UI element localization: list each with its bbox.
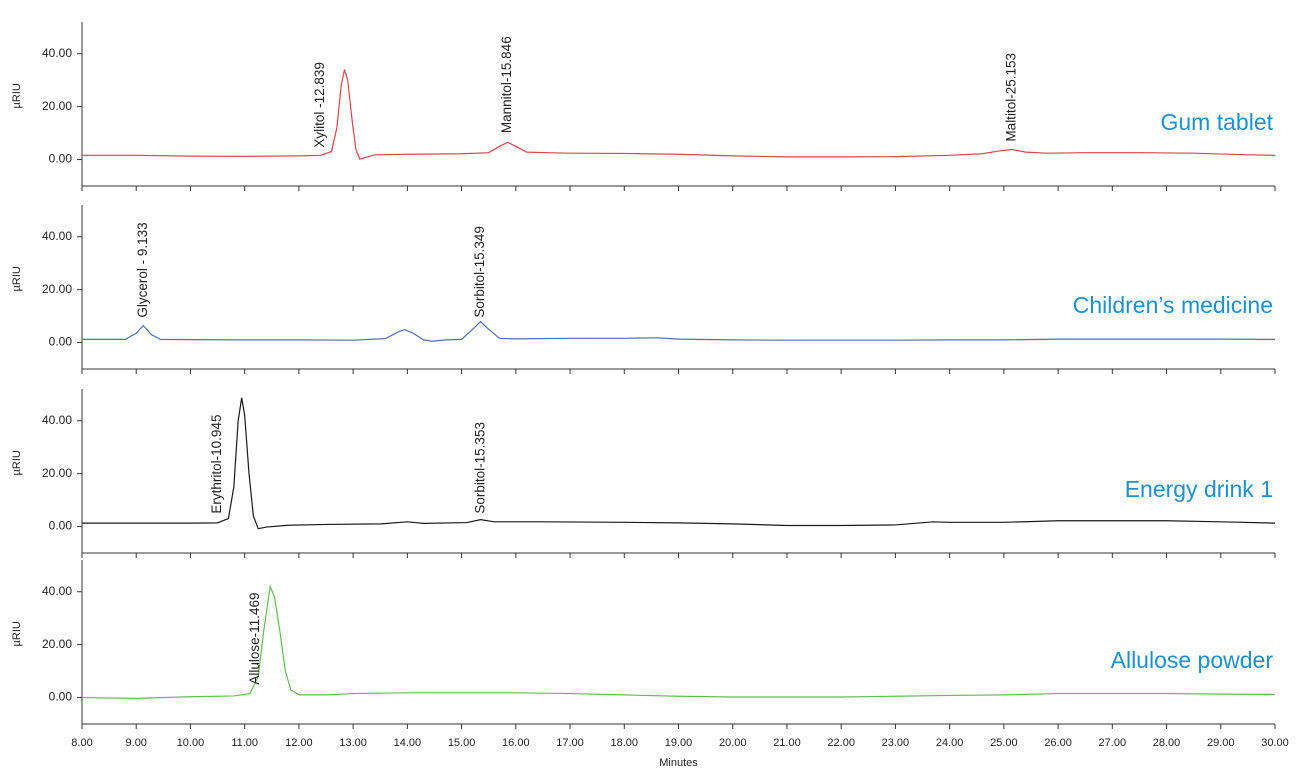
x-tick-label: 20.00: [719, 737, 747, 749]
y-axis-label: µRIU: [11, 83, 23, 108]
peak-annotation: Erythritol-10.945: [209, 415, 224, 514]
x-tick-label: 28.00: [1153, 737, 1181, 749]
x-tick-label: 8.00: [71, 737, 92, 749]
x-tick-label: 18.00: [611, 737, 639, 749]
x-tick-label: 16.00: [502, 737, 530, 749]
y-tick-label: 0.00: [49, 519, 73, 533]
x-tick-label: 27.00: [1099, 737, 1127, 749]
x-tick-label: 22.00: [827, 737, 855, 749]
y-tick-label: 20.00: [42, 282, 72, 296]
peak-annotation: Xylitol -12.839: [312, 62, 327, 148]
x-tick-label: 29.00: [1207, 737, 1235, 749]
x-tick-label: 11.00: [231, 737, 258, 749]
y-tick-label: 40.00: [42, 229, 72, 243]
x-tick-label: 17.00: [556, 737, 584, 749]
y-tick-label: 20.00: [42, 466, 72, 480]
x-tick-label: 12.00: [285, 737, 313, 749]
y-tick-label: 40.00: [42, 413, 72, 427]
x-tick-label: 23.00: [882, 737, 910, 749]
y-tick-label: 40.00: [42, 584, 72, 598]
x-tick-label: 14.00: [394, 737, 422, 749]
peak-annotation: Maltitol-25.153: [1004, 53, 1019, 142]
chromatogram-line: [81, 584, 1276, 699]
y-tick-label: 20.00: [42, 99, 72, 113]
x-tick-label: 24.00: [936, 737, 964, 749]
peak-annotation: Glycerol - 9.133: [135, 222, 150, 317]
peak-annotation: Mannitol-15.846: [499, 36, 514, 133]
peak-annotation: Allulose-11.469: [247, 593, 262, 685]
chromatogram-line: [82, 320, 1276, 342]
x-tick-label: 10.00: [177, 737, 205, 749]
x-tick-label: 25.00: [990, 737, 1018, 749]
y-axis-label: µRIU: [11, 450, 23, 475]
y-tick-label: 0.00: [49, 690, 73, 704]
x-axis-label: Minutes: [659, 757, 698, 769]
sample-name: Allulose powder: [1111, 647, 1274, 673]
y-axis-label: µRIU: [11, 266, 23, 291]
y-axis-label: µRIU: [11, 621, 23, 646]
chromatogram-line: [82, 397, 1276, 530]
sample-name: Energy drink 1: [1125, 476, 1273, 502]
peak-annotation: Sorbitol-15.349: [472, 226, 487, 318]
y-tick-label: 0.00: [49, 335, 73, 349]
sample-name: Children’s medicine: [1073, 292, 1273, 318]
y-tick-label: 40.00: [42, 46, 72, 60]
x-tick-label: 13.00: [339, 737, 367, 749]
x-tick-label: 30.00: [1261, 737, 1289, 749]
chromatogram-line: [82, 69, 1276, 160]
y-tick-label: 20.00: [42, 637, 72, 651]
x-tick-label: 26.00: [1044, 737, 1072, 749]
y-tick-label: 0.00: [49, 152, 73, 166]
x-tick-label: 19.00: [665, 737, 693, 749]
x-tick-label: 21.00: [773, 737, 801, 749]
x-tick-label: 15.00: [448, 737, 476, 749]
peak-annotation: Sorbitol-15.353: [472, 422, 487, 514]
sample-name: Gum tablet: [1161, 109, 1274, 135]
x-tick-label: 9.00: [126, 737, 147, 749]
